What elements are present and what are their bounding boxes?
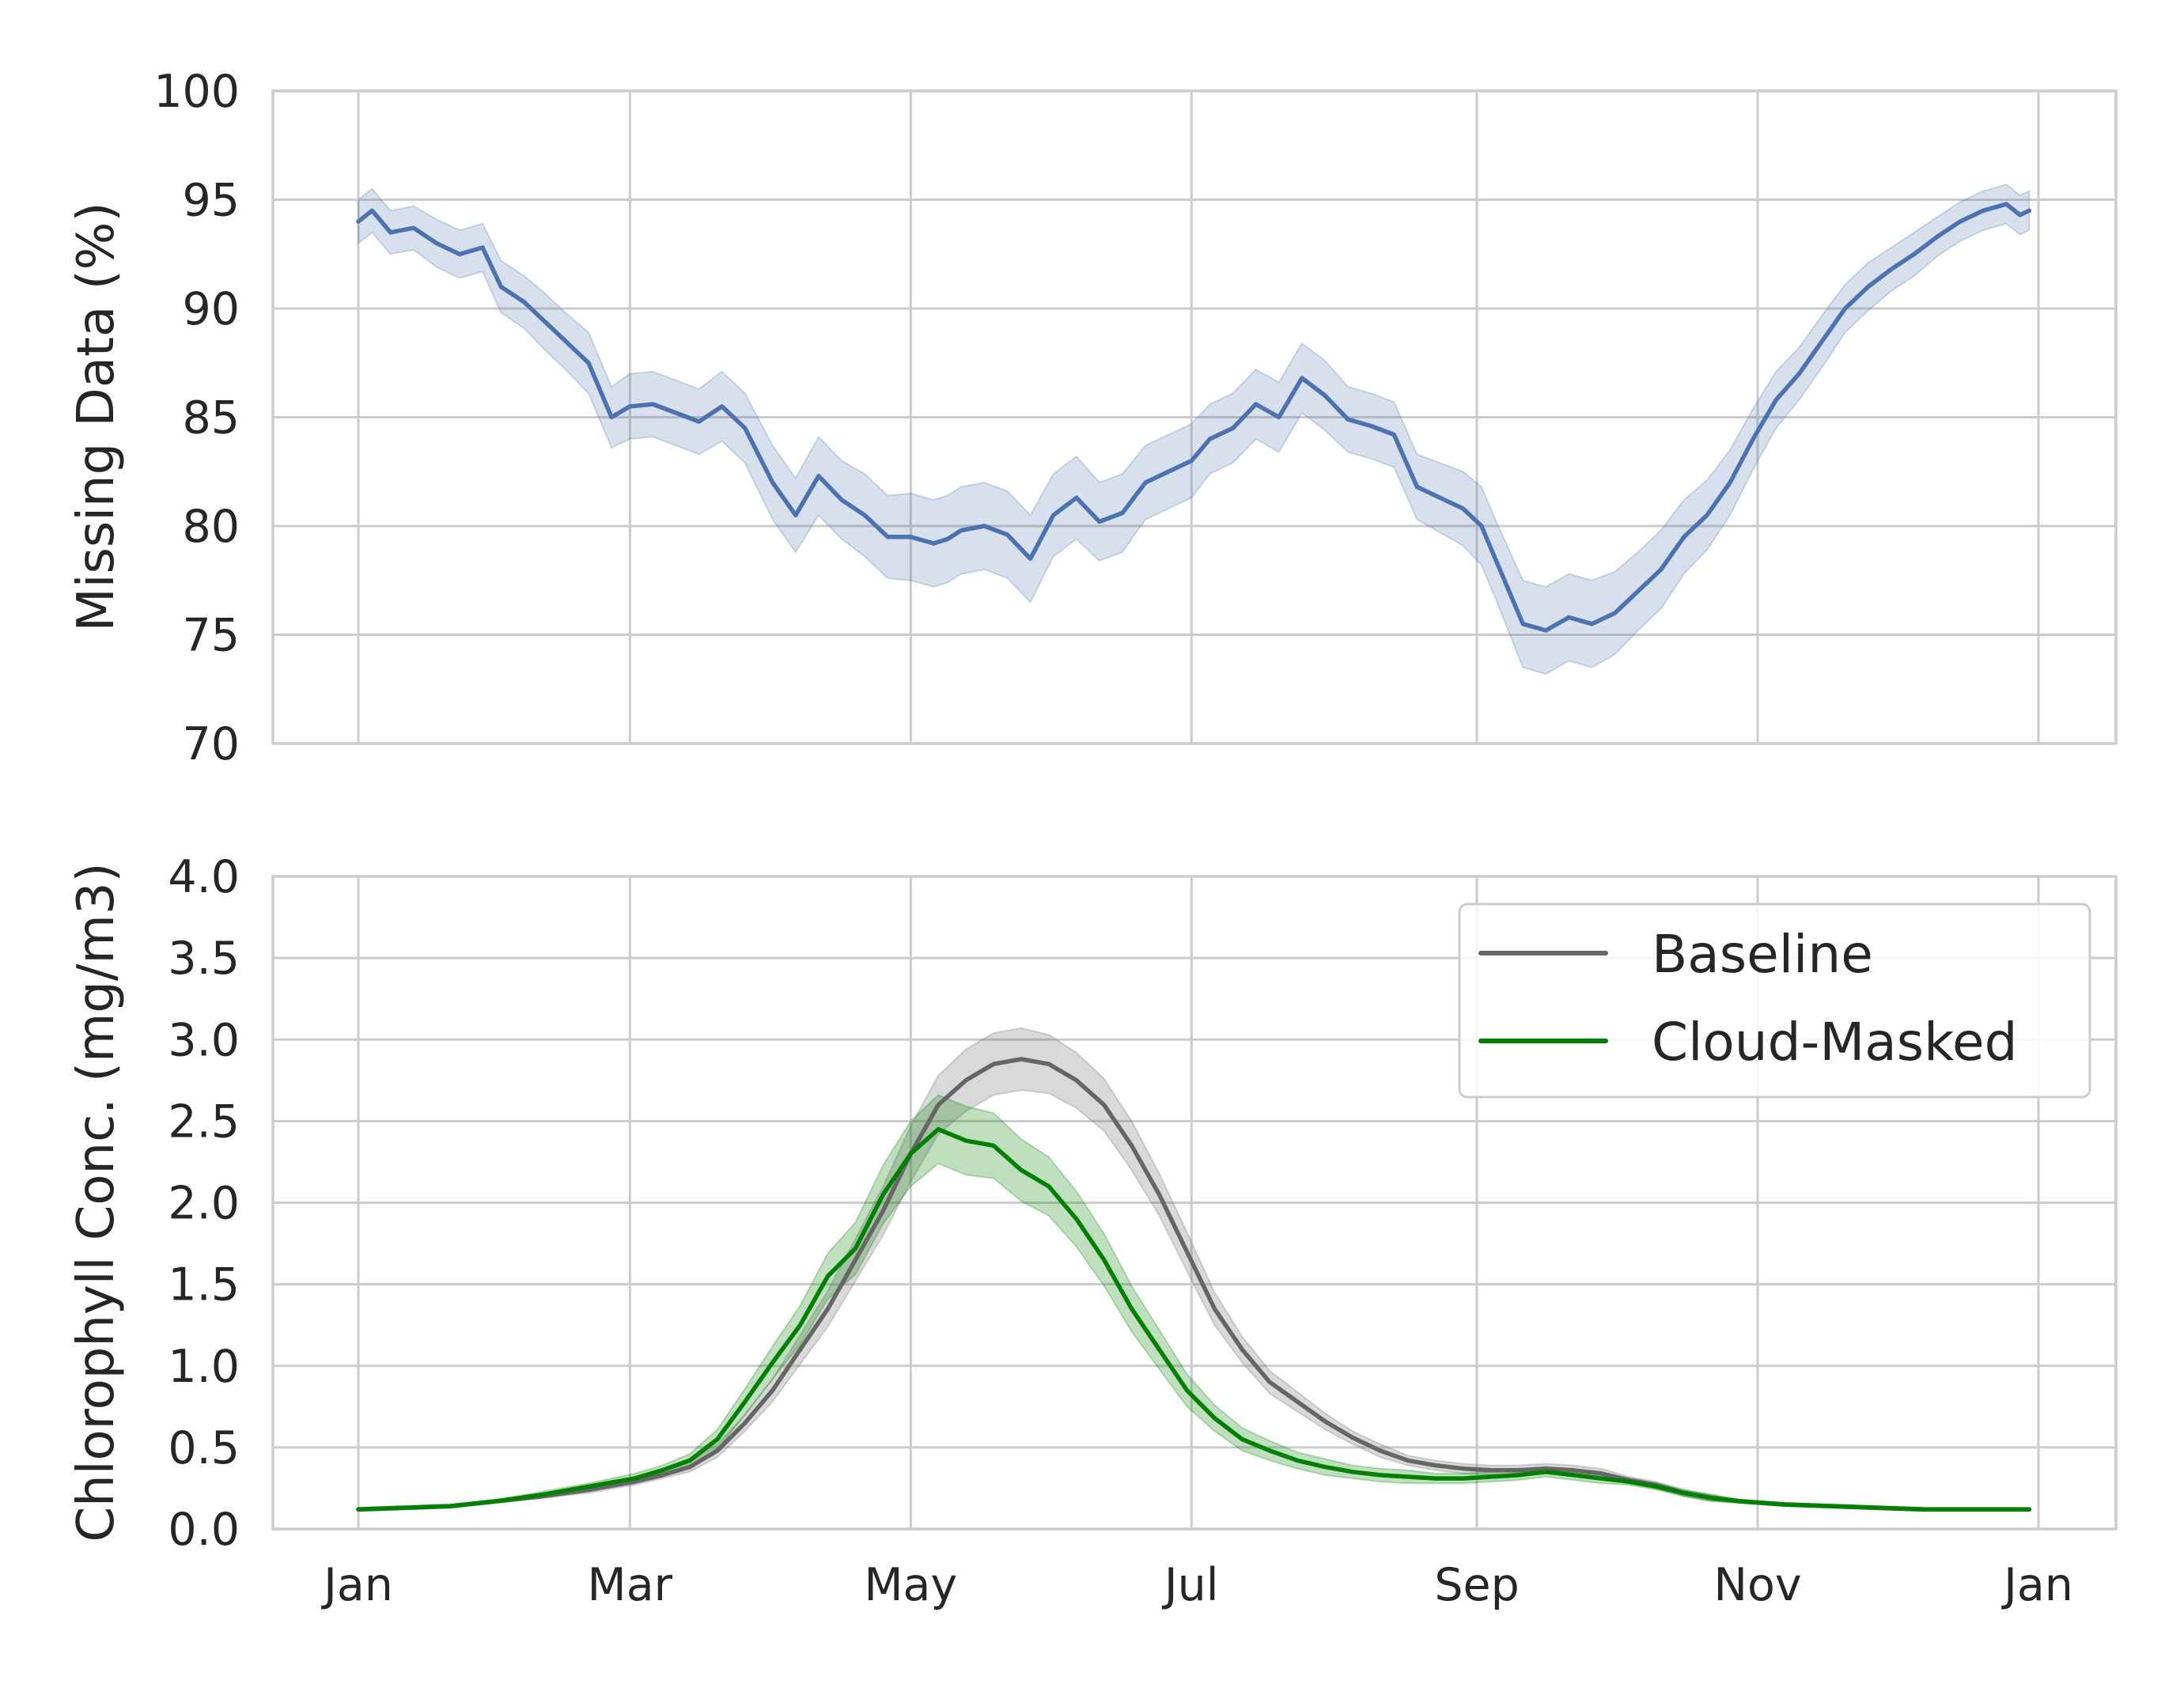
legend-frame <box>1458 903 2091 1099</box>
missing-data-band-group <box>358 184 2031 675</box>
x-tick-label: Nov <box>1713 1559 1801 1611</box>
y-tick-label: 95 <box>182 175 240 227</box>
y-tick-label: 70 <box>182 718 240 770</box>
missing-data-y-axis-label: Missing Data (%) <box>67 202 126 632</box>
x-tick-label: Jan <box>321 1559 393 1611</box>
missing-data-line-group <box>356 202 2032 633</box>
y-tick-label: 1.5 <box>168 1259 240 1311</box>
x-tick-label: Sep <box>1434 1559 1519 1611</box>
y-tick-label: 75 <box>182 610 240 662</box>
legend: Baseline Cloud-Masked <box>1458 903 2091 1099</box>
y-tick-label: 100 <box>153 66 240 118</box>
y-tick-label: 0.0 <box>168 1504 240 1556</box>
chlorophyll-y-axis-label: Chlorophyll Conc. (mg/m3) <box>67 862 126 1542</box>
y-tick-label: 85 <box>182 392 240 445</box>
x-tick-label: May <box>864 1559 957 1611</box>
chlorophyll-line-group <box>356 1057 2032 1512</box>
y-tick-label: 90 <box>182 283 240 335</box>
x-tick-label: Jul <box>1162 1559 1219 1611</box>
y-tick-label: 3.0 <box>168 1014 240 1066</box>
series-line-missing-data <box>356 202 2032 633</box>
chlorophyll-y-ticks: 0.0 0.5 1.0 1.5 2.0 2.5 3.0 3.5 4.0 <box>168 851 240 1556</box>
missing-data-grid <box>273 89 2116 745</box>
chlorophyll-frame <box>271 875 2118 1531</box>
y-tick-label: 2.5 <box>168 1096 240 1148</box>
y-tick-label: 0.5 <box>168 1422 240 1474</box>
y-tick-label: 4.0 <box>168 851 240 903</box>
y-tick-label: 80 <box>182 501 240 553</box>
chlorophyll-panel: 0.0 0.5 1.0 1.5 2.0 2.5 3.0 3.5 4.0 Jan Mar May Jul… <box>67 851 2118 1611</box>
y-tick-label: 3.5 <box>168 933 240 985</box>
legend-label-baseline: Baseline <box>1652 924 1873 985</box>
missing-data-y-ticks: 70 75 80 85 90 95 100 <box>153 66 240 770</box>
x-tick-label: Jan <box>2001 1559 2073 1611</box>
y-tick-label: 2.0 <box>168 1178 240 1230</box>
missing-data-panel: 70 75 80 85 90 95 100 Missing Data (%) <box>67 66 2118 770</box>
legend-label-cloud-masked: Cloud-Masked <box>1652 1012 2017 1073</box>
series-line-cloud-masked <box>356 1126 2032 1512</box>
confidence-band-cloud-masked <box>358 1094 2031 1512</box>
y-tick-label: 1.0 <box>168 1341 240 1393</box>
chlorophyll-x-ticks: Jan Mar May Jul Sep Nov Jan <box>321 1559 2073 1611</box>
confidence-band-missing-data <box>358 184 2031 675</box>
missing-data-frame <box>271 89 2118 745</box>
x-tick-label: Mar <box>588 1559 673 1611</box>
